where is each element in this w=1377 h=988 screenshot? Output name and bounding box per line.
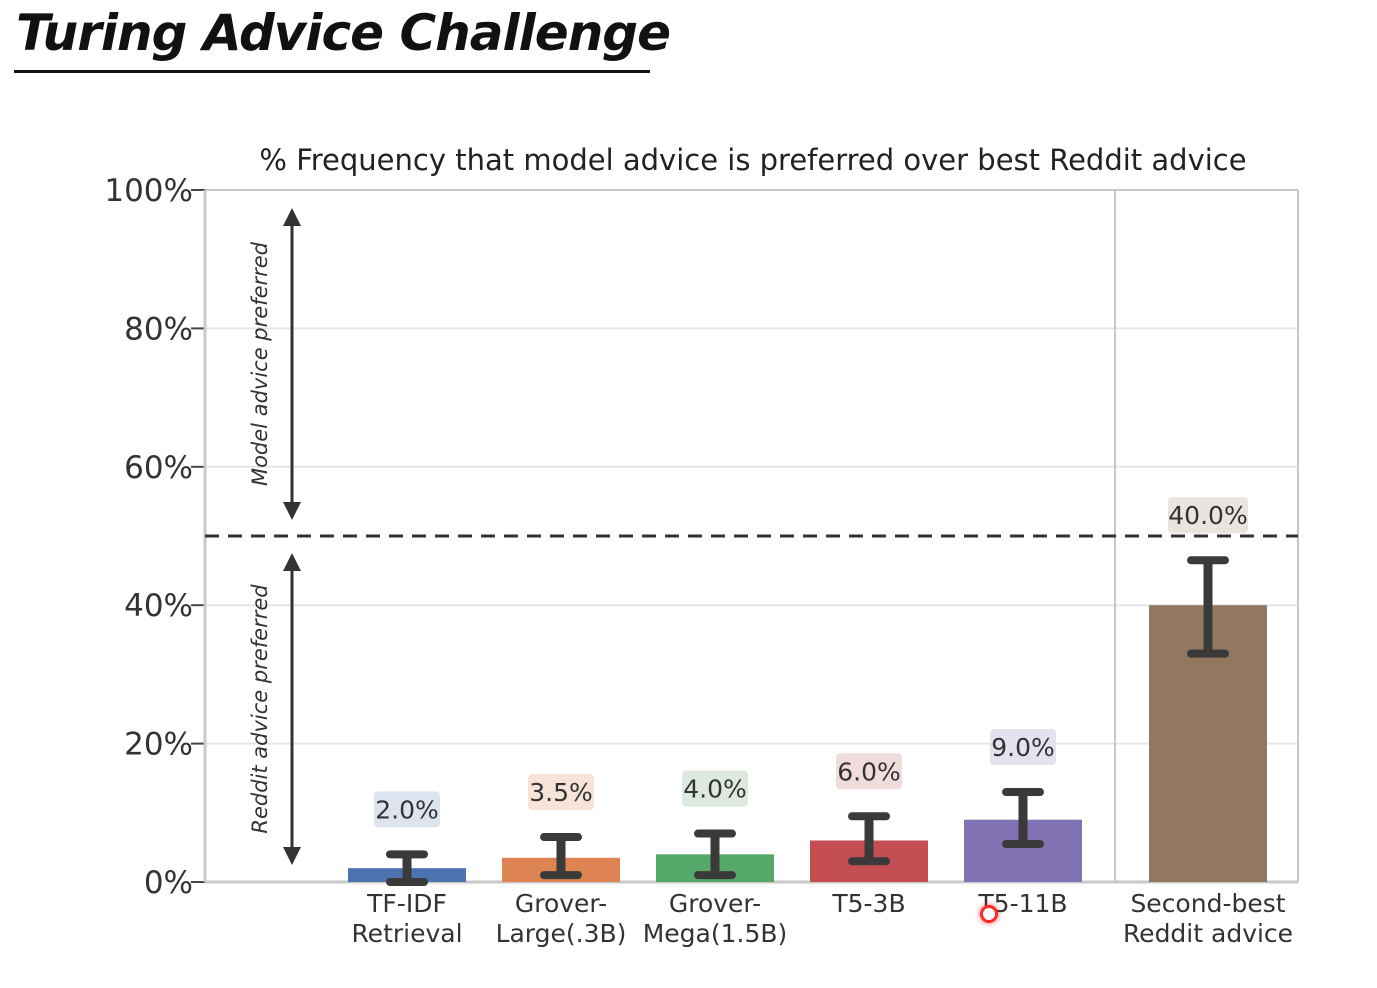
y-tick-label: 60% (124, 450, 193, 486)
x-tick-label: Second-best Reddit advice (1123, 889, 1293, 948)
value-label-bg (682, 770, 748, 807)
value-label: 9.0% (991, 733, 1055, 762)
x-tick-label: T5-3B (831, 889, 905, 918)
value-label: 3.5% (529, 778, 593, 807)
value-label: 4.0% (683, 775, 747, 804)
x-tick-label: TF-IDF Retrieval (351, 889, 462, 948)
value-label-bg (836, 753, 902, 790)
value-label-bg (528, 774, 594, 811)
y-tick-label: 100% (104, 173, 193, 209)
value-label-bg (990, 729, 1056, 766)
reddit-preferred-arrow-head-up (283, 553, 301, 571)
annotation-model-preferred: Model advice preferred (248, 241, 272, 486)
mouse-cursor-indicator (980, 905, 998, 923)
y-tick-label: 0% (144, 865, 193, 901)
chart-title: % Frequency that model advice is preferr… (259, 143, 1246, 177)
value-label: 6.0% (837, 757, 901, 786)
model-preferred-arrow-head-up (283, 208, 301, 226)
annotation-reddit-preferred: Reddit advice preferred (248, 584, 272, 834)
value-label: 40.0% (1168, 501, 1247, 530)
y-tick-label: 20% (124, 727, 193, 763)
model-preferred-arrow-head-down (283, 502, 301, 520)
x-tick-label: Grover-Mega(1.5B) (643, 889, 788, 948)
y-tick-label: 40% (124, 588, 193, 624)
y-tick-label: 80% (124, 311, 193, 347)
title-underline (14, 70, 650, 73)
x-tick-label: Grover-Large(.3B) (496, 889, 627, 948)
value-label-bg (374, 791, 440, 828)
value-label: 2.0% (375, 795, 439, 824)
value-label-bg (1168, 497, 1248, 534)
slide-title: Turing Advice Challenge (16, 4, 671, 62)
reddit-preferred-arrow-head-down (283, 847, 301, 865)
